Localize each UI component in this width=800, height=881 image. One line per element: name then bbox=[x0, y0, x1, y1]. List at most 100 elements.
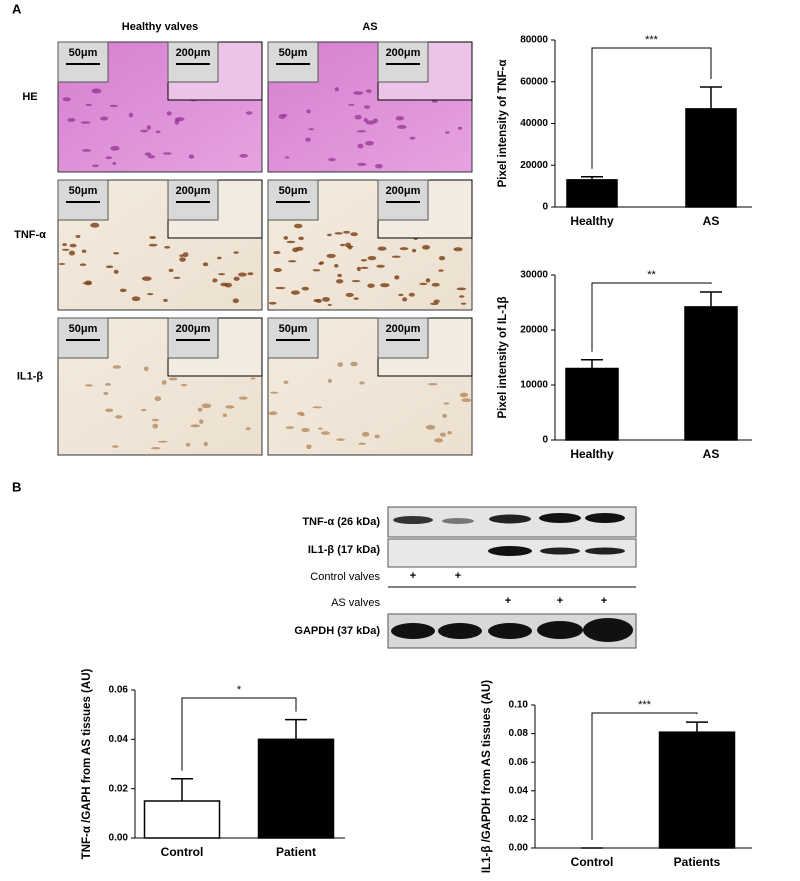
cell bbox=[278, 114, 286, 120]
cell bbox=[456, 287, 467, 291]
cell bbox=[321, 431, 330, 435]
x-tick-label: Control bbox=[571, 855, 614, 869]
cell bbox=[312, 269, 321, 272]
cell bbox=[147, 155, 156, 159]
western-blot: TNF-α (26 kDa) IL1-β (17 kDa) Control va… bbox=[294, 506, 637, 649]
cell bbox=[327, 303, 332, 306]
bar bbox=[684, 306, 738, 441]
significance-bracket bbox=[591, 712, 698, 840]
cell bbox=[149, 236, 157, 239]
cell bbox=[286, 240, 296, 244]
cell bbox=[337, 273, 342, 278]
cell bbox=[434, 438, 444, 443]
cell bbox=[245, 427, 251, 431]
column-header: Healthy valves bbox=[122, 21, 198, 33]
cell bbox=[427, 382, 438, 386]
bar-chart: 0.00 0.02 0.04 0.06 0.08 0.10 IL1-β /GAPDH fro… bbox=[481, 680, 752, 873]
cell bbox=[322, 296, 330, 302]
cell bbox=[199, 419, 204, 424]
cell bbox=[337, 362, 344, 367]
cell bbox=[168, 268, 174, 272]
cell bbox=[270, 391, 279, 394]
cell bbox=[422, 244, 431, 250]
error-bar bbox=[686, 721, 708, 733]
cell bbox=[295, 246, 304, 251]
lane-mark: + bbox=[601, 595, 607, 607]
cell bbox=[197, 407, 203, 412]
band bbox=[393, 516, 433, 524]
cell bbox=[301, 286, 310, 291]
cell bbox=[327, 378, 332, 383]
cell bbox=[397, 124, 407, 129]
x-tick-label: AS bbox=[703, 214, 720, 228]
scale-label: 50μm bbox=[69, 47, 98, 59]
cell bbox=[361, 431, 370, 437]
cell bbox=[148, 243, 158, 247]
band bbox=[540, 547, 580, 555]
scale-box bbox=[267, 179, 319, 221]
cell bbox=[301, 427, 310, 433]
x-tick-label: Control bbox=[161, 845, 204, 859]
cell bbox=[335, 279, 344, 284]
panel-label: A bbox=[12, 1, 22, 16]
significance-label: ** bbox=[647, 269, 656, 281]
cell bbox=[348, 103, 355, 106]
cell bbox=[218, 273, 226, 276]
cell bbox=[233, 251, 239, 254]
cell bbox=[306, 109, 311, 114]
y-tick-label: 0 bbox=[542, 435, 548, 446]
band bbox=[438, 623, 482, 639]
scale-label: 50μm bbox=[279, 323, 308, 335]
cell bbox=[80, 121, 91, 124]
scale-label: 50μm bbox=[279, 185, 308, 197]
cell bbox=[431, 282, 440, 287]
cell bbox=[203, 441, 208, 447]
band bbox=[585, 513, 625, 523]
cell bbox=[425, 278, 431, 283]
cell bbox=[81, 249, 87, 253]
cell bbox=[351, 279, 361, 283]
cell bbox=[112, 365, 122, 369]
cell bbox=[112, 161, 117, 166]
cell bbox=[460, 302, 467, 305]
bar-chart: 0.00 0.02 0.04 0.06 TNF-α /GAPH from AS tiss… bbox=[81, 669, 345, 859]
panel-label: B bbox=[12, 479, 21, 494]
cell bbox=[225, 405, 235, 409]
cell bbox=[268, 301, 277, 305]
cell bbox=[328, 158, 336, 162]
cell bbox=[84, 280, 93, 286]
cell bbox=[438, 269, 444, 272]
significance-bracket bbox=[591, 47, 712, 169]
cell bbox=[409, 136, 416, 140]
x-tick-label: Healthy bbox=[570, 214, 614, 228]
cell bbox=[180, 383, 188, 387]
cell bbox=[395, 116, 405, 121]
cell bbox=[459, 295, 465, 298]
cell bbox=[308, 128, 315, 131]
cell bbox=[402, 297, 408, 302]
cell bbox=[164, 245, 171, 249]
cell bbox=[350, 361, 358, 367]
cell bbox=[103, 391, 109, 395]
cell bbox=[58, 262, 66, 265]
cell bbox=[350, 232, 358, 237]
bar bbox=[565, 367, 619, 441]
band bbox=[583, 618, 633, 642]
cell bbox=[61, 248, 70, 251]
significance-bracket bbox=[181, 697, 297, 771]
significance-bracket bbox=[591, 282, 712, 352]
cell bbox=[202, 262, 209, 267]
cell bbox=[346, 245, 354, 248]
y-axis-label: IL1-β /GAPDH from AS tissues (AU) bbox=[481, 680, 493, 873]
cell bbox=[283, 380, 289, 385]
scale-box bbox=[57, 41, 109, 83]
lane-mark: + bbox=[455, 570, 461, 582]
cell bbox=[360, 259, 368, 262]
y-tick-label: 0.04 bbox=[509, 785, 529, 796]
cell bbox=[453, 247, 463, 252]
cell bbox=[380, 283, 390, 288]
cell bbox=[365, 140, 374, 146]
cell bbox=[408, 292, 415, 297]
cell bbox=[367, 255, 377, 261]
